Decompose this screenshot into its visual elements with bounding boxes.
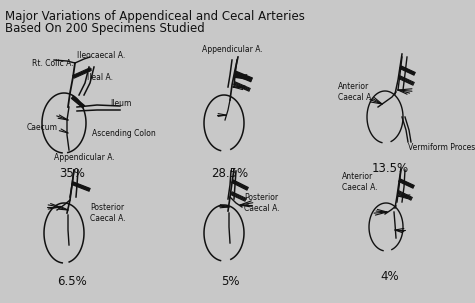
Text: Ileocaecal A.: Ileocaecal A. — [77, 51, 125, 59]
Text: Ileal A.: Ileal A. — [87, 72, 113, 82]
Text: 6.5%: 6.5% — [57, 275, 87, 288]
Text: 28.5%: 28.5% — [211, 167, 248, 180]
Text: Appendicular A.: Appendicular A. — [54, 152, 115, 161]
Text: 13.5%: 13.5% — [371, 162, 408, 175]
Text: Anterior
Caecal A.: Anterior Caecal A. — [338, 82, 374, 102]
Text: Appendicular A.: Appendicular A. — [201, 45, 262, 55]
Text: Ileum: Ileum — [110, 98, 132, 108]
Text: Posterior
Caecal A.: Posterior Caecal A. — [90, 203, 125, 223]
Text: 4%: 4% — [380, 270, 399, 283]
Text: 35%: 35% — [59, 167, 85, 180]
Text: 5%: 5% — [221, 275, 239, 288]
Text: Rt. Colic A.: Rt. Colic A. — [32, 58, 74, 68]
Text: Posterior
Caecal A.: Posterior Caecal A. — [244, 193, 280, 213]
Text: Based On 200 Specimens Studied: Based On 200 Specimens Studied — [5, 22, 205, 35]
Text: Ascending Colon: Ascending Colon — [92, 128, 156, 138]
Text: Vermiform Process: Vermiform Process — [408, 144, 475, 152]
Text: Anterior
Caecal A.: Anterior Caecal A. — [342, 172, 378, 192]
Text: Major Variations of Appendiceal and Cecal Arteries: Major Variations of Appendiceal and Ceca… — [5, 10, 305, 23]
Text: Caecum: Caecum — [27, 122, 58, 132]
